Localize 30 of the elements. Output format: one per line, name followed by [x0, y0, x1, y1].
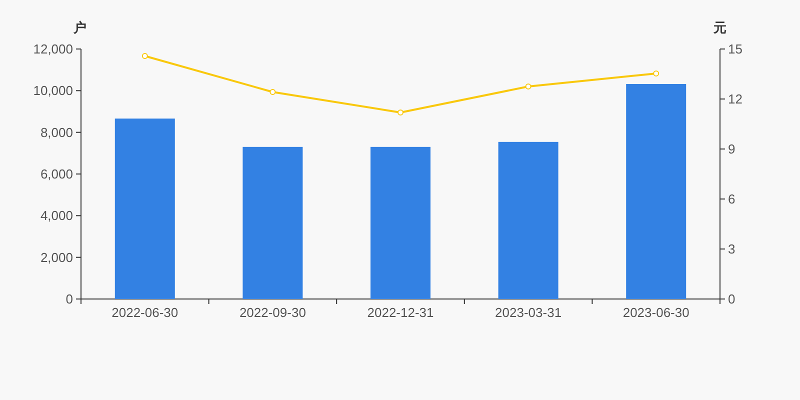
bar: [370, 146, 430, 299]
y2-tick-label: 3: [728, 242, 736, 256]
y2-tick-label: 6: [728, 192, 736, 206]
y2-tick-label: 12: [728, 92, 742, 106]
bar: [114, 118, 175, 299]
point: [142, 53, 148, 59]
y2-axis-title: 元: [712, 20, 726, 35]
bar: [626, 84, 686, 299]
y2-tick-label: 15: [728, 42, 742, 56]
y-tick-label: 10,000: [33, 83, 73, 98]
x-tick-label: 2022-12-31: [367, 305, 434, 320]
y-tick-label: 8,000: [40, 124, 73, 140]
x-tick-label: 2023-03-31: [495, 305, 562, 320]
y-axis-title: 户: [72, 20, 86, 35]
point: [653, 70, 660, 76]
point: [270, 89, 276, 95]
y-tick-label: 6,000: [40, 166, 73, 182]
bar: [242, 146, 303, 299]
y2-tick-label: 9: [728, 142, 736, 156]
x-tick-label: 2022-09-30: [239, 305, 306, 320]
y-tick-label: 0: [66, 292, 73, 306]
y2-tick-label: 0: [728, 292, 736, 306]
point: [398, 110, 404, 116]
y-tick-label: 4,000: [40, 208, 73, 224]
y-tick-label: 12,000: [33, 42, 73, 56]
x-tick-label: 2023-06-30: [622, 305, 690, 320]
x-tick-label: 2022-06-30: [112, 305, 178, 320]
y-tick-label: 2,000: [40, 250, 73, 265]
point: [525, 84, 532, 90]
bar: [498, 142, 558, 299]
